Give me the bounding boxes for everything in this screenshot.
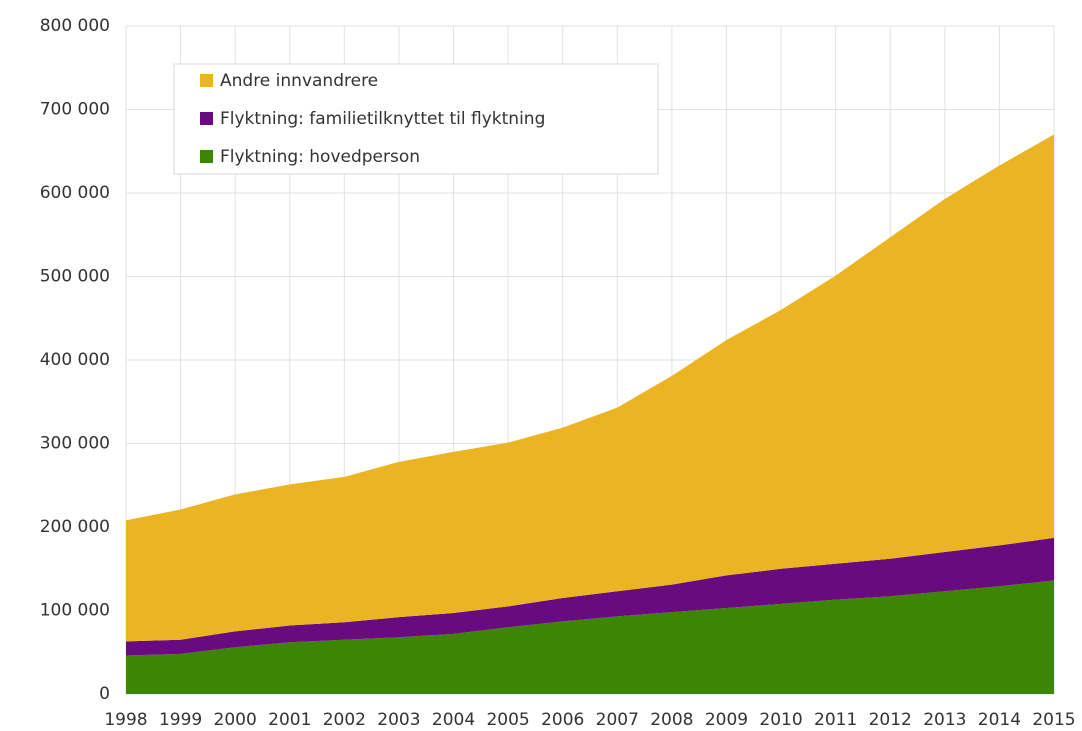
x-tick-label: 2011 [814,710,857,730]
x-tick-label: 1998 [104,710,147,730]
x-tick-label: 2009 [705,710,748,730]
x-tick-label: 2010 [759,710,802,730]
x-tick-label: 2003 [377,710,420,730]
y-tick-label: 500 000 [40,267,110,287]
x-tick-label: 2006 [541,710,584,730]
x-tick-label: 1999 [159,710,202,730]
x-tick-label: 2015 [1032,710,1075,730]
legend-swatch [200,112,213,125]
x-tick-label: 2002 [323,710,366,730]
area [126,537,1054,656]
x-tick-label: 2000 [214,710,257,730]
x-tick-label: 2005 [486,710,529,730]
legend-swatch [200,74,213,87]
y-tick-label: 400 000 [40,350,110,370]
legend-label: Flyktning: hovedperson [220,147,420,167]
legend-label: Andre innvandrere [220,71,378,91]
y-tick-label: 300 000 [40,434,110,454]
y-tick-label: 0 [99,684,110,704]
area [126,580,1054,694]
legend: Andre innvandrere Flyktning: familietilkn… [173,63,659,175]
legend-box [173,63,659,175]
area [126,134,1054,642]
x-tick-label: 2004 [432,710,475,730]
y-tick-label: 100 000 [40,601,110,621]
x-tick-label: 2014 [978,710,1021,730]
x-tick-label: 2013 [923,710,966,730]
x-tick-label: 2001 [268,710,311,730]
y-tick-label: 700 000 [40,100,110,120]
y-tick-label: 800 000 [40,16,110,36]
legend-label: Flyktning: familietilknyttet til flyktni… [220,109,545,129]
x-tick-label: 2007 [596,710,639,730]
y-tick-label: 600 000 [40,183,110,203]
y-tick-label: 200 000 [40,517,110,537]
legend-swatch [200,150,213,163]
x-tick-label: 2012 [869,710,912,730]
x-tick-label: 2008 [650,710,693,730]
